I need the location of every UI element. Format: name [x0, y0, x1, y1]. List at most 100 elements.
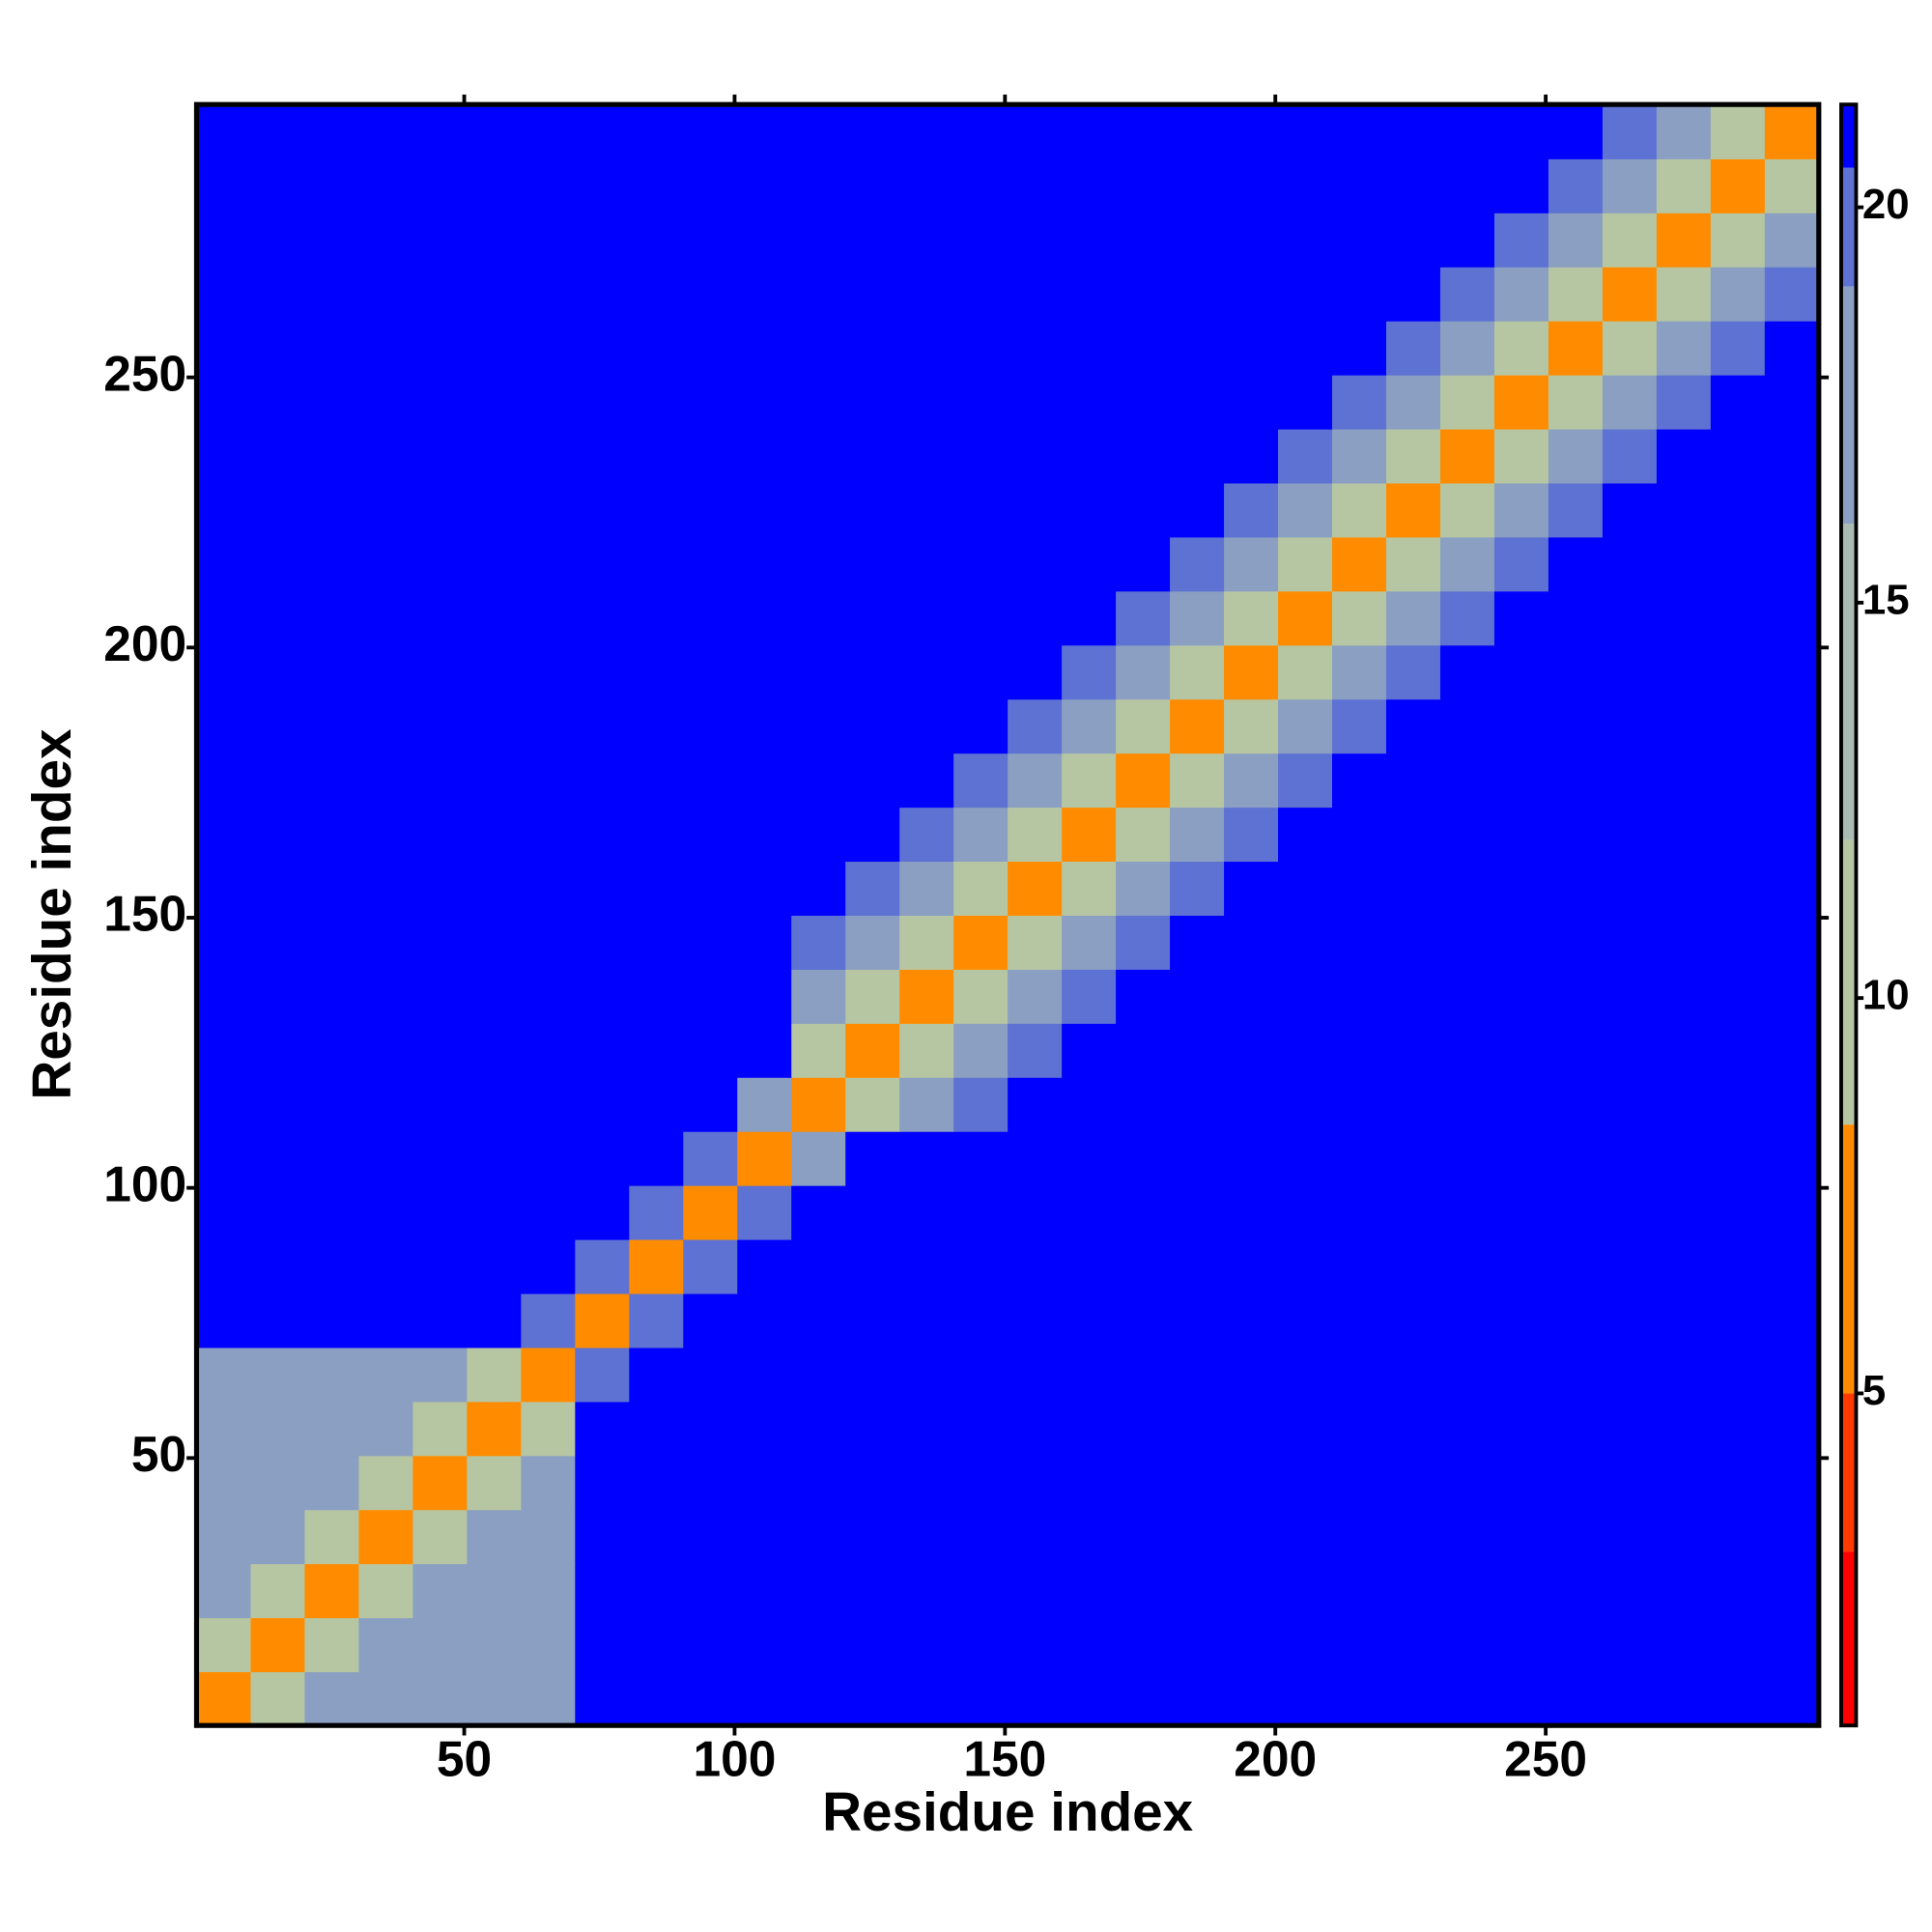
heatmap-cell — [412, 861, 469, 916]
heatmap-cell — [629, 1401, 685, 1457]
heatmap-cell — [1493, 482, 1549, 538]
heatmap-cell — [737, 1077, 793, 1132]
heatmap-cell — [953, 482, 1009, 538]
heatmap-cell — [791, 104, 846, 159]
heatmap-cell — [683, 969, 739, 1024]
heatmap-cell — [1224, 1671, 1279, 1726]
heatmap-cell — [953, 104, 1009, 159]
heatmap-cell — [1116, 861, 1171, 916]
heatmap-cell — [1439, 104, 1495, 159]
heatmap-cell — [304, 1455, 360, 1511]
heatmap-cell — [845, 158, 900, 213]
heatmap-cell — [1332, 1509, 1387, 1565]
heatmap-cell — [250, 1671, 306, 1726]
heatmap-cell — [1656, 1401, 1712, 1457]
heatmap-cell — [1493, 158, 1549, 213]
x-tick-label: 50 — [437, 1730, 492, 1786]
heatmap-cell — [1116, 1293, 1171, 1349]
heatmap-cell — [791, 1184, 846, 1240]
heatmap-cell — [1439, 1401, 1495, 1457]
heatmap-cell — [521, 266, 577, 322]
heatmap-cell — [1602, 266, 1658, 322]
heatmap-cell — [1008, 969, 1063, 1024]
heatmap-cell — [1170, 320, 1225, 376]
heatmap-cell — [1332, 1563, 1387, 1619]
heatmap-cell — [304, 1184, 360, 1240]
heatmap-cell — [1224, 536, 1279, 592]
heatmap-cell — [521, 1077, 577, 1132]
heatmap-cell — [1385, 807, 1441, 863]
heatmap-cell — [1224, 428, 1279, 484]
heatmap-cell — [1116, 1184, 1171, 1240]
heatmap-cell — [1385, 213, 1441, 268]
heatmap-cell — [845, 428, 900, 484]
heatmap-cell — [1764, 1671, 1820, 1726]
heatmap-cell — [304, 590, 360, 646]
heatmap-cell — [412, 1617, 469, 1673]
heatmap-cell — [1116, 1077, 1171, 1132]
heatmap-cell — [683, 1563, 739, 1619]
heatmap-cell — [358, 428, 414, 484]
heatmap-cell — [1170, 1347, 1225, 1403]
heatmap-cell — [1116, 807, 1171, 863]
heatmap-cell — [629, 158, 685, 213]
heatmap-cell — [845, 482, 900, 538]
heatmap-cell — [1224, 1617, 1279, 1673]
heatmap-cell — [683, 1347, 739, 1403]
heatmap-cell — [250, 915, 306, 970]
heatmap-cell — [953, 213, 1009, 268]
heatmap-cell — [629, 266, 685, 322]
heatmap-cell — [1710, 1077, 1766, 1132]
heatmap-cell — [1439, 1238, 1495, 1294]
heatmap-cell — [412, 698, 469, 754]
heatmap-cell — [1116, 1563, 1171, 1619]
heatmap-cell — [1170, 1509, 1225, 1565]
heatmap-cell — [1439, 266, 1495, 322]
heatmap-cell — [1764, 104, 1820, 159]
heatmap-cell — [196, 1238, 252, 1294]
heatmap-cell — [1170, 861, 1225, 916]
heatmap-cell — [1710, 428, 1766, 484]
heatmap-cell — [1062, 1455, 1117, 1511]
heatmap-cell — [1493, 1401, 1549, 1457]
heatmap-cell — [1602, 1563, 1658, 1619]
heatmap-cell — [1602, 213, 1658, 268]
heatmap-cell — [629, 1455, 685, 1511]
heatmap-cell — [629, 807, 685, 863]
heatmap-cell — [629, 753, 685, 809]
heatmap-cell — [1710, 482, 1766, 538]
heatmap-cell — [1170, 266, 1225, 322]
heatmap-cell — [1224, 698, 1279, 754]
heatmap-cell — [575, 590, 631, 646]
heatmap-cell — [1548, 266, 1604, 322]
heatmap-cell — [1602, 1617, 1658, 1673]
heatmap-cell — [899, 1671, 954, 1726]
heatmap-cell — [575, 1617, 631, 1673]
heatmap-cell — [1493, 861, 1549, 916]
heatmap-cell — [953, 320, 1009, 376]
heatmap-cell — [845, 1238, 900, 1294]
x-tick-label: 100 — [693, 1730, 776, 1786]
heatmap-cell — [467, 158, 523, 213]
heatmap-cell — [304, 1563, 360, 1619]
heatmap-cell — [358, 1563, 414, 1619]
heatmap-cell — [1278, 1563, 1333, 1619]
heatmap-cell — [1439, 1617, 1495, 1673]
heatmap-cell — [304, 1671, 360, 1726]
heatmap-cell — [1548, 915, 1604, 970]
heatmap-cell — [1062, 1023, 1117, 1078]
heatmap-cell — [412, 1293, 469, 1349]
heatmap-cell — [1656, 753, 1712, 809]
heatmap-cell — [196, 861, 252, 916]
heatmap-cell — [467, 1617, 523, 1673]
heatmap-cell — [1224, 1293, 1279, 1349]
heatmap-cell — [1548, 698, 1604, 754]
heatmap-cell — [1710, 1023, 1766, 1078]
heatmap-cell — [1116, 158, 1171, 213]
heatmap-cell — [196, 1509, 252, 1565]
heatmap-cell — [196, 1293, 252, 1349]
heatmap-cell — [953, 644, 1009, 700]
heatmap-cell — [1278, 266, 1333, 322]
heatmap-cell — [1439, 428, 1495, 484]
heatmap-cell — [358, 807, 414, 863]
